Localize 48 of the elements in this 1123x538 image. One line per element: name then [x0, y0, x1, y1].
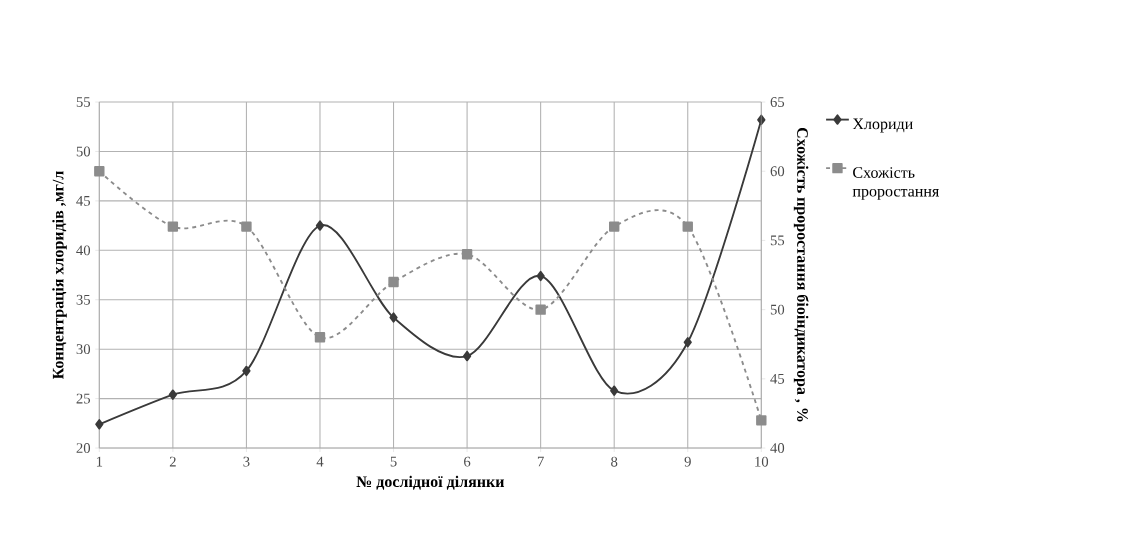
x-tick-label: 6 — [464, 456, 471, 467]
x-tick-label: 9 — [684, 456, 691, 467]
y-tick-label: 35 — [76, 294, 91, 305]
y-tick-label: 25 — [76, 393, 91, 404]
y-tick-label: 50 — [76, 146, 91, 157]
point — [314, 332, 326, 343]
y2-tick-label: 60 — [770, 166, 785, 177]
y-axis-title: Концентрація хлоридів ,мг/л — [52, 171, 67, 380]
point — [462, 350, 472, 362]
point — [168, 389, 178, 400]
y2-tick-label: 55 — [770, 235, 785, 246]
y2-tick-label: 65 — [770, 97, 785, 107]
y-tick-label: 40 — [76, 245, 91, 256]
point — [682, 221, 693, 232]
x-tick-label: 1 — [96, 456, 103, 467]
point — [388, 276, 399, 288]
y2-tick-label: 40 — [770, 443, 785, 453]
y-tick-label: 45 — [76, 196, 91, 206]
point — [461, 249, 473, 260]
point — [608, 221, 620, 232]
point — [242, 365, 251, 377]
x-axis-title: № дослідної ділянки — [356, 475, 505, 490]
y2-tick-label: 50 — [770, 304, 785, 315]
x-tick-label: 8 — [611, 456, 618, 467]
point — [683, 337, 692, 348]
point — [167, 221, 179, 232]
x-tick-label: 3 — [243, 456, 250, 467]
point — [95, 419, 104, 430]
x-tick-label: 4 — [316, 456, 324, 467]
y-tick-label: 20 — [76, 443, 91, 453]
x-tick-label: 7 — [537, 456, 544, 467]
point — [535, 304, 546, 315]
point — [756, 415, 767, 426]
y-tick-label: 30 — [76, 344, 91, 355]
y2-axis-title: Схожість проростання біоіндикатора , % — [793, 127, 809, 422]
legend-label: Хлориди — [852, 118, 913, 133]
legend-label: Схожість проростання — [852, 167, 939, 200]
point — [536, 270, 545, 282]
point — [241, 221, 252, 232]
point — [610, 385, 619, 396]
point — [389, 312, 398, 323]
y2-tick-label: 45 — [770, 373, 785, 384]
x-tick-label: 5 — [390, 456, 397, 467]
point — [94, 166, 105, 177]
y-tick-label: 55 — [76, 97, 91, 107]
x-tick-label: 2 — [169, 456, 176, 467]
point — [315, 220, 325, 231]
x-tick-label: 10 — [755, 456, 769, 467]
